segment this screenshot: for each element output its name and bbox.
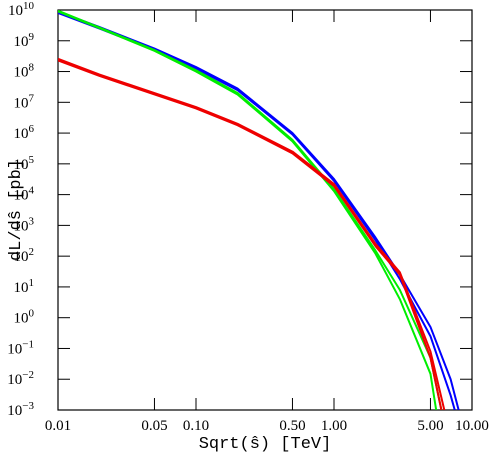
y-tick-base: 10	[14, 34, 29, 50]
y-tick-label: 10−3	[7, 400, 34, 419]
y-tick-label: 103	[14, 215, 35, 234]
y-tick-base: 10	[8, 3, 23, 19]
plot-frame	[57, 9, 473, 411]
y-tick-label: 10−1	[7, 338, 34, 357]
y-tick-label: 104	[14, 185, 35, 204]
y-tick-label: 102	[14, 246, 35, 265]
series-line	[58, 12, 456, 410]
y-tick-base: 10	[7, 372, 22, 388]
y-tick-exponent: 3	[29, 215, 35, 227]
y-tick-exponent: 2	[29, 246, 35, 258]
y-tick-exponent: −3	[22, 400, 34, 412]
y-tick-base: 10	[7, 341, 22, 357]
x-axis-title: Sqrt(ŝ) [TeV]	[199, 435, 332, 454]
x-tick-label: 10.00	[455, 418, 489, 434]
y-tick-exponent: 9	[29, 31, 35, 43]
y-axis-title: dL/dŝ [pb]	[7, 159, 26, 261]
y-tick-exponent: −1	[22, 338, 34, 350]
y-tick-exponent: 1	[29, 277, 35, 289]
series-line	[58, 57, 446, 410]
y-tick-exponent: 6	[29, 123, 35, 135]
y-tick-base: 10	[14, 188, 29, 204]
y-tick-base: 10	[14, 311, 29, 327]
series-line	[58, 59, 443, 410]
y-tick-exponent: 8	[29, 62, 35, 74]
y-tick-exponent: −2	[22, 369, 34, 381]
y-tick-label: 107	[14, 92, 35, 111]
x-tick-label: 0.01	[45, 418, 71, 434]
x-tick-label: 0.10	[183, 418, 209, 434]
x-tick-label: 0.50	[279, 418, 305, 434]
y-tick-exponent: 7	[29, 92, 35, 104]
y-tick-label: 1010	[8, 0, 35, 19]
y-tick-label: 108	[14, 62, 35, 81]
y-tick-exponent: 5	[29, 154, 35, 166]
series-line	[58, 10, 460, 410]
y-tick-base: 10	[14, 280, 29, 296]
y-tick-label: 106	[14, 123, 35, 142]
y-tick-base: 10	[14, 157, 29, 173]
y-tick-exponent: 4	[29, 185, 35, 197]
y-tick-base: 10	[7, 403, 22, 419]
x-tick-label: 5.00	[417, 418, 443, 434]
y-tick-base: 10	[14, 249, 29, 265]
y-tick-base: 10	[14, 126, 29, 142]
y-tick-label: 105	[14, 154, 35, 173]
y-tick-label: 100	[14, 308, 35, 327]
y-tick-exponent: 10	[23, 0, 35, 12]
y-tick-label: 109	[14, 31, 35, 50]
y-tick-base: 10	[14, 218, 29, 234]
x-tick-label: 1.00	[321, 418, 347, 434]
y-tick-base: 10	[14, 65, 29, 81]
series-line	[58, 10, 438, 410]
y-tick-exponent: 0	[29, 308, 35, 320]
x-tick-label: 0.05	[141, 418, 167, 434]
y-tick-label: 101	[14, 277, 35, 296]
y-tick-base: 10	[14, 95, 29, 111]
series-line	[58, 10, 443, 410]
y-tick-label: 10−2	[7, 369, 34, 388]
